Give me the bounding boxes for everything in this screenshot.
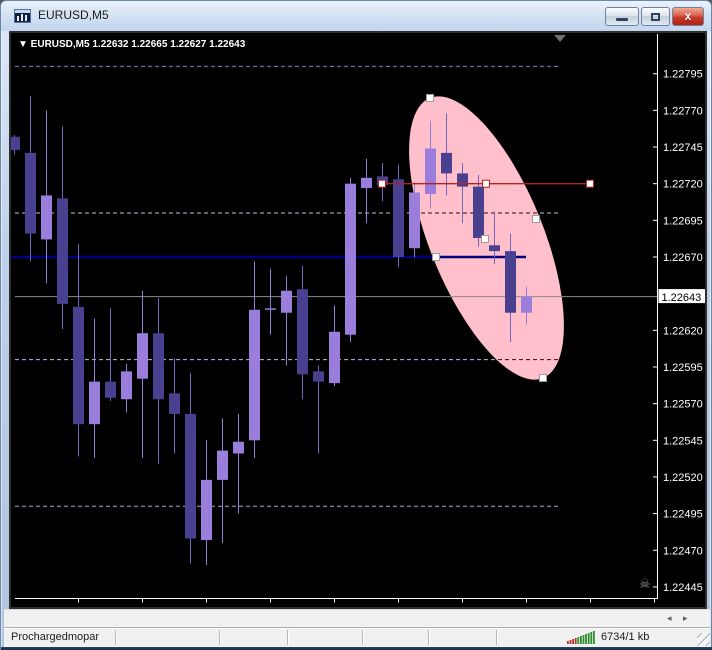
support-line-handle[interactable] — [432, 253, 440, 261]
candle-body — [361, 177, 372, 189]
price-axis-label: 1.22770 — [663, 105, 703, 117]
scroll-right-icon[interactable]: ▸ — [683, 613, 688, 623]
candle-body — [521, 296, 532, 313]
trendline-handle[interactable] — [586, 179, 594, 188]
price-axis-label: 1.22495 — [663, 509, 703, 521]
candle-body — [345, 183, 356, 335]
candle-body — [297, 289, 308, 375]
ellipse-handle[interactable] — [539, 374, 547, 382]
status-message: Prochargedmopar — [11, 631, 100, 643]
candle-body — [73, 306, 84, 425]
status-separator — [115, 630, 116, 645]
candle-body — [249, 309, 260, 441]
status-separator — [362, 630, 363, 645]
status-separator — [496, 630, 497, 645]
candle-body — [393, 179, 404, 257]
candle-body — [217, 450, 228, 480]
ellipse-handle[interactable] — [481, 235, 489, 243]
price-axis-label: 1.22595 — [663, 362, 703, 374]
candle-body — [121, 371, 132, 400]
candle-body — [105, 381, 116, 398]
candle-body — [137, 333, 148, 379]
status-separator — [219, 630, 220, 645]
candle-body — [473, 186, 484, 238]
price-axis-label: 1.22670 — [663, 252, 703, 264]
candle-body — [441, 152, 452, 174]
close-button[interactable]: x — [672, 7, 704, 26]
candle-body — [425, 148, 436, 194]
title-bar[interactable]: EURUSD,M5 x — [1, 1, 711, 31]
price-axis-label: 1.22695 — [663, 215, 703, 227]
price-chart[interactable]: 1.22795 1.22770 1.22745 1.22720 1.22695 1.226… — [11, 33, 705, 607]
price-axis-label: 1.22545 — [663, 435, 703, 447]
candle-body — [11, 136, 20, 150]
candle-body — [233, 441, 244, 454]
network-traffic-label: 6734/1 kb — [601, 631, 650, 643]
status-bar: Prochargedmopar 6734/1 kb — [4, 627, 710, 647]
candle-body — [409, 192, 420, 249]
candle-body — [265, 308, 276, 310]
price-axis-label: 1.22570 — [663, 399, 703, 411]
window-bottom-edge — [1, 647, 712, 650]
candle-body — [57, 198, 68, 304]
price-axis-label: 1.22720 — [663, 179, 703, 191]
ellipse-handle[interactable] — [532, 215, 540, 223]
network-traffic-icon — [567, 631, 595, 644]
candle-body — [489, 245, 500, 252]
price-axis-label: 1.22795 — [663, 69, 703, 81]
price-axis-label: 1.22520 — [663, 472, 703, 484]
candle-body — [457, 173, 468, 187]
window-title: EURUSD,M5 — [38, 8, 109, 22]
price-axis-label: 1.22470 — [663, 545, 703, 557]
close-icon: x — [684, 9, 692, 23]
candle-body — [41, 195, 52, 240]
candle-body — [313, 371, 324, 382]
restore-icon — [651, 13, 660, 21]
candle-body — [201, 479, 212, 541]
price-axis-label: 1.22445 — [663, 582, 703, 594]
resize-grip[interactable] — [697, 633, 710, 646]
status-separator — [428, 630, 429, 645]
chart-window-icon — [14, 9, 31, 23]
minimize-button[interactable] — [605, 7, 639, 26]
bid-price-badge — [658, 289, 705, 304]
candle-body — [169, 393, 180, 414]
chart-shift-marker-icon[interactable] — [554, 35, 566, 42]
horizontal-scrollbar[interactable]: ◂ ▸ — [4, 609, 710, 627]
candle-body — [25, 152, 36, 234]
candle-body — [153, 333, 164, 400]
price-axis-label: 1.22620 — [663, 325, 703, 337]
candle-body — [89, 381, 100, 425]
bid-price-badge-label: 1.22643 — [662, 292, 702, 304]
ellipse-handle[interactable] — [426, 94, 434, 102]
status-separator — [287, 630, 288, 645]
candle-body — [329, 331, 340, 384]
candle-body — [185, 413, 196, 539]
price-axis-label: 1.22745 — [663, 142, 703, 154]
trendline-handle[interactable] — [378, 179, 386, 188]
candle-body — [505, 251, 516, 313]
skull-icon: ☠ — [639, 576, 651, 591]
candle-body — [281, 290, 292, 313]
trendline-handle[interactable] — [482, 179, 490, 188]
chart-panel: 1.22795 1.22770 1.22745 1.22720 1.22695 1.226… — [9, 31, 707, 609]
restore-button[interactable] — [641, 7, 670, 26]
symbol-quote-label: ▼ EURUSD,M5 1.22632 1.22665 1.22627 1.22… — [18, 39, 246, 50]
minimize-icon — [616, 18, 628, 21]
scroll-left-icon[interactable]: ◂ — [667, 613, 672, 623]
